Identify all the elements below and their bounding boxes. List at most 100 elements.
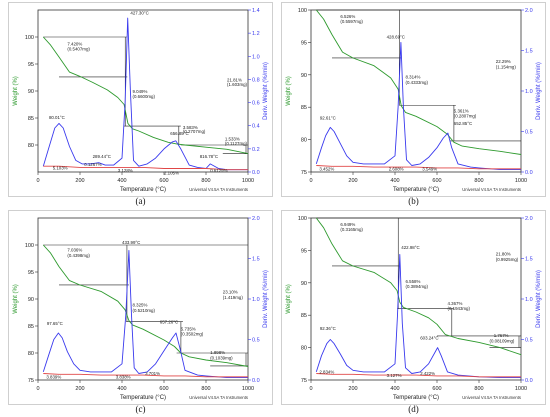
annotation-label: 7.036% (67, 247, 82, 252)
annotation-label: 427.30°C (130, 11, 148, 16)
y2-tick-label: 1.5 (252, 257, 260, 263)
annotation-label: 8.314% (406, 75, 421, 80)
annotation-label: 433.99°C (122, 240, 140, 245)
x-axis-label: Temperature (°C) (120, 187, 166, 193)
y-axis-label: Weight (%) (286, 76, 292, 106)
annotation-label: 6.949% (340, 222, 355, 227)
y-tick-label: 95 (28, 62, 34, 68)
x-tick-label: 400 (117, 386, 126, 392)
annotation-label: (0.2807mg) (454, 114, 477, 119)
y-tick-label: 90 (301, 73, 307, 79)
y-tick-label: 85 (28, 116, 34, 122)
y2-axis-label: Deriv. Weight (%/min) (536, 270, 542, 328)
x-tick-label: 600 (159, 178, 168, 184)
baseline-curve (316, 373, 521, 378)
y-tick-label: 85 (28, 324, 34, 330)
panel-label-a: (a) (135, 196, 146, 206)
derivative-curve (315, 41, 521, 171)
x-tick-label: 1000 (242, 386, 254, 392)
x-tick-label: 800 (474, 178, 483, 184)
x-tick-label: 200 (75, 178, 84, 184)
x-tick-label: 1000 (515, 386, 527, 392)
panel-frame (8, 210, 273, 405)
annotation-label: 816.78°C (200, 154, 218, 159)
panel-label-b: (b) (408, 196, 419, 206)
annotation-label: 0.1267% (84, 162, 101, 167)
y2-tick-label: 0.5 (525, 130, 533, 136)
y-tick-label: 80 (28, 351, 34, 357)
annotation-label: 2.608% (389, 166, 404, 171)
y-tick-label: 100 (25, 243, 34, 249)
x-tick-label: 0 (36, 386, 39, 392)
instrument-footer: Universal V4.5A TA Instruments (189, 395, 248, 400)
annotation-label: (0.08109mg) (490, 338, 515, 343)
y-tick-label: 90 (301, 281, 307, 287)
y-tick-label: 95 (301, 40, 307, 46)
derivative-curve (315, 254, 521, 379)
y2-tick-label: 0.4 (252, 124, 260, 130)
annotation-label: 3.701% (145, 371, 160, 376)
x-tick-label: 800 (201, 386, 210, 392)
annotation-label: 3.583% (183, 125, 198, 130)
y2-axis-label: Deriv. Weight (%/min) (263, 62, 269, 120)
x-tick-label: 0 (309, 386, 312, 392)
y-tick-label: 100 (25, 35, 34, 41)
y2-axis-label: Deriv. Weight (%/min) (536, 62, 542, 120)
annotation-label: 21.80% (496, 252, 511, 257)
annotation-label: (1.419mg) (223, 295, 244, 300)
chart-panel-d: 0 200 400 600 800 1000 75 80 85 90 95 100 0.0 0.5 1.0 1… (281, 210, 546, 405)
y-tick-label: 75 (28, 378, 34, 384)
annotation-label: (0.9925mg) (496, 257, 519, 262)
y-tick-label: 80 (28, 143, 34, 149)
annotation-label: 8.325% (133, 303, 148, 308)
annotation-label: (0.2707mg) (183, 129, 206, 134)
annotation-label: 9.049% (133, 89, 148, 94)
y-tick-label: 90 (28, 297, 34, 303)
annotation-label: 0.6129% (210, 168, 227, 173)
x-tick-label: 200 (348, 178, 357, 184)
y2-tick-label: 1.0 (252, 297, 260, 303)
y-tick-label: 75 (301, 378, 307, 384)
annotation-label: 652.85°C (454, 121, 472, 126)
x-tick-label: 200 (348, 386, 357, 392)
y2-tick-label: 0.6 (252, 101, 260, 107)
annotation-label: 5.361% (454, 108, 469, 113)
annotation-label: 1.767% (494, 333, 509, 338)
annotation-label: 4.367% (448, 301, 463, 306)
annotation-label: (0.5210mg) (133, 308, 156, 313)
x-tick-label: 0 (36, 178, 39, 184)
chart-panel-a: 0 200 400 600 800 1000 80 85 90 95 100 0.0 0.2 0.4 0.6… (8, 2, 273, 197)
annotation-label: (0.1127mg) (225, 141, 248, 146)
annotation-label: 92.61°C (320, 115, 336, 120)
y-tick-label: 90 (28, 89, 34, 95)
tga-chart-b: 0 200 400 600 800 1000 75 80 85 90 95 100 0.0 0.5 1.0 1… (281, 2, 546, 197)
instrument-footer: Universal V4.5A TA Instruments (189, 187, 248, 192)
annotation-label: (0.5597mg) (340, 19, 363, 24)
annotation-label: 2.422% (420, 371, 435, 376)
baseline-curve (43, 165, 248, 171)
annotation-label: 21.81% (227, 77, 242, 82)
annotation-label: 97.65°C (47, 321, 63, 326)
x-tick-label: 0 (309, 178, 312, 184)
y-tick-label: 100 (298, 8, 307, 14)
y2-tick-label: 0.2 (252, 147, 260, 153)
x-tick-label: 400 (390, 178, 399, 184)
x-tick-label: 400 (117, 178, 126, 184)
derivative-curve (42, 249, 248, 379)
annotation-label: (1.154mg) (496, 64, 517, 69)
annotation-label: 656.85°C (170, 131, 188, 136)
y-tick-label: 95 (28, 270, 34, 276)
instrument-footer: Universal V4.5A TA Instruments (462, 187, 521, 192)
y-tick-label: 100 (298, 216, 307, 222)
annotation-label: 6.526% (340, 14, 355, 19)
annotation-label: 6.558% (406, 279, 421, 284)
annotation-label: 428.69°C (387, 34, 405, 39)
annotation-label: 3.838% (116, 374, 131, 379)
y-axis-label: Weight (%) (286, 284, 292, 314)
annotation-label: (0.4333mg) (406, 80, 429, 85)
y-tick-label: 75 (301, 170, 307, 176)
y2-tick-label: 1.2 (252, 31, 260, 37)
annotation-label: 5.103% (53, 166, 68, 171)
annotation-label: (0.1943mg) (448, 306, 471, 311)
y2-tick-label: 1.4 (252, 8, 260, 14)
